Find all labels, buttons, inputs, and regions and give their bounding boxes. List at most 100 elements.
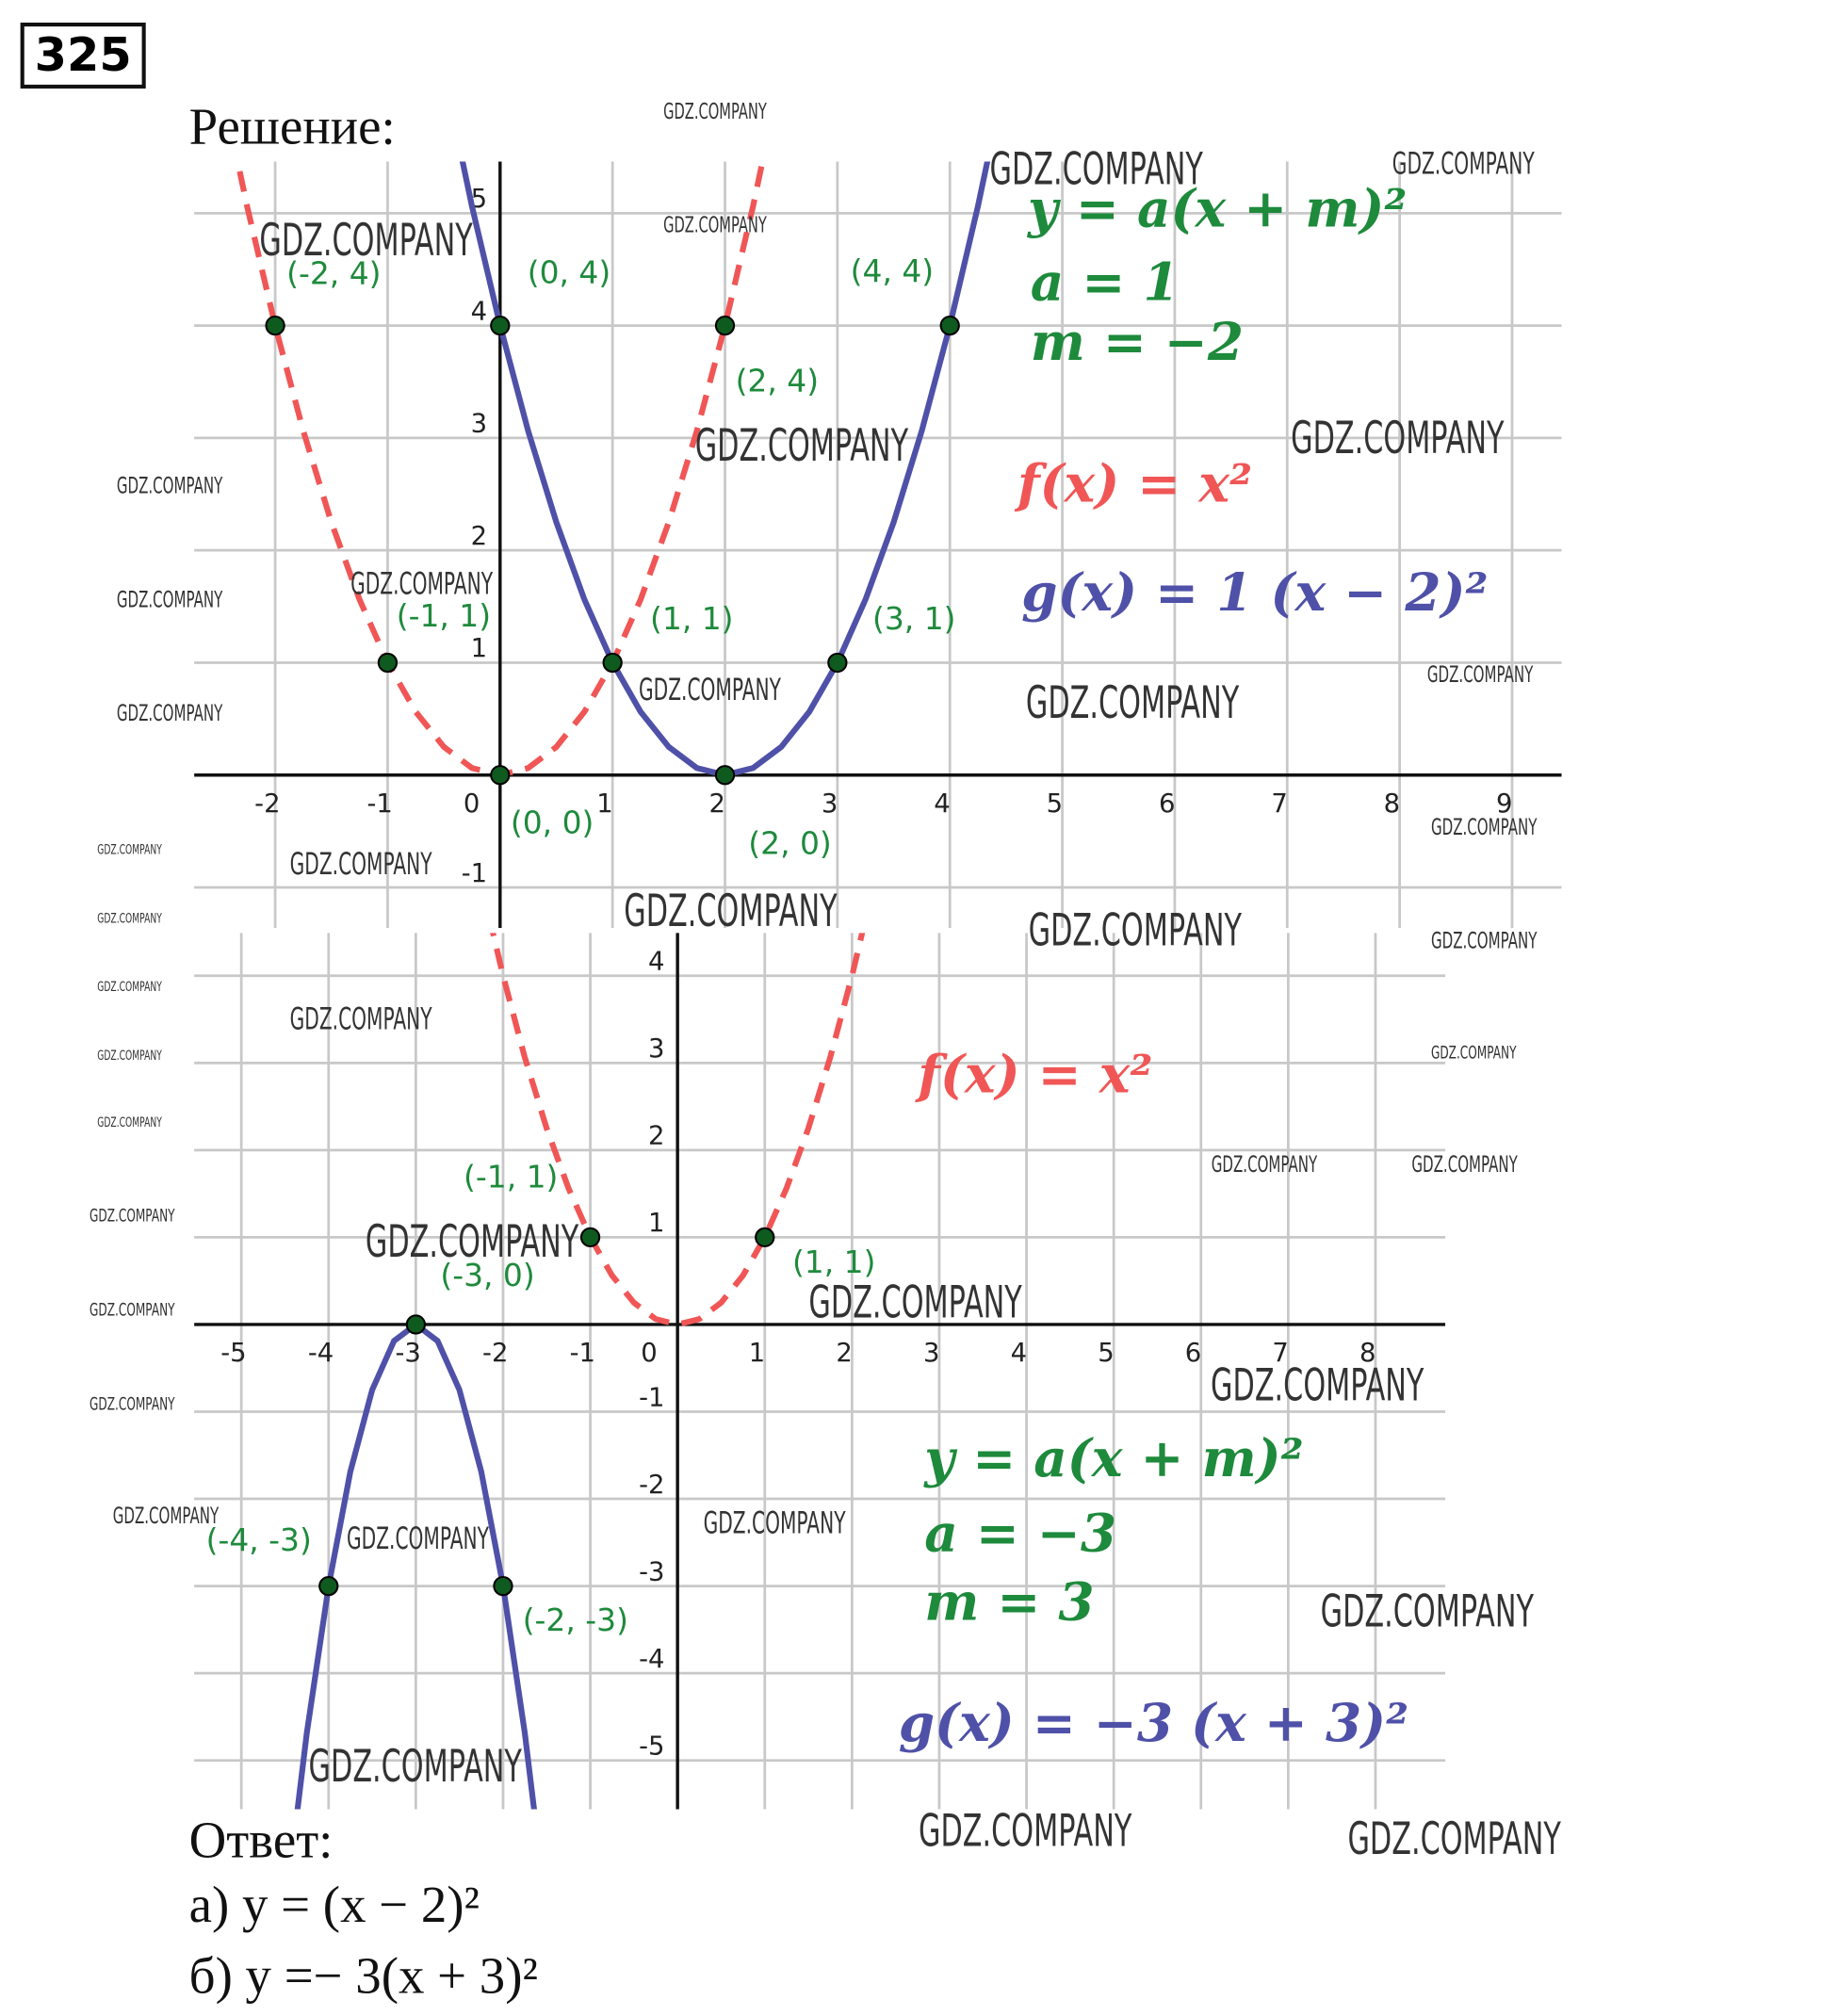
x-tick-label: -2 [254,789,280,819]
y-tick-label: 2 [471,522,487,551]
point [377,652,399,674]
point [827,652,848,674]
watermark: GDZ.COMPANY [350,567,493,601]
watermark: GDZ.COMPANY [117,700,223,726]
y-tick-label: -3 [639,1557,664,1586]
watermark: GDZ.COMPANY [259,215,473,267]
y-tick-label: -4 [639,1645,664,1674]
x-tick-label: 8 [1384,789,1400,819]
y-tick-label: 1 [648,1209,664,1238]
chart: -5 -4 -3 -2 -1 0 1 2 3 4 5 6 7 8 -5 -4 -3 -2 -1 1 2 3 4 (-1, 1)… [194,933,1446,1810]
watermark: GDZ.COMPANY [90,1300,175,1321]
point-label: (3, 1) [872,600,955,637]
watermark: GDZ.COMPANY [1431,928,1538,954]
y-tick-label: 1 [471,634,487,663]
formula: y = a(x + m)² [1026,177,1407,238]
watermark: GDZ.COMPANY [290,848,432,882]
answer-line: б) y =− 3(x + 3)² [189,1947,538,2005]
watermark: GDZ.COMPANY [97,843,162,858]
point-label: (-1, 1) [397,597,491,634]
y-tick-label: 3 [471,410,487,439]
x-tick-label: 5 [1098,1339,1114,1368]
watermark: GDZ.COMPANY [117,586,223,612]
point [714,315,736,336]
watermark: GDZ.COMPANY [290,1003,432,1037]
y-tick-label: 4 [648,948,664,977]
watermark: GDZ.COMPANY [639,674,781,707]
point-label: (4, 4) [851,252,934,289]
x-tick-label: 4 [934,789,950,819]
watermark: GDZ.COMPANY [624,886,838,937]
number-box [20,23,146,89]
point-label: (-3, 0) [440,1257,534,1293]
watermark: GDZ.COMPANY [90,1205,175,1226]
watermark: GDZ.COMPANY [1321,1585,1535,1637]
point [265,315,285,336]
watermark: GDZ.COMPANY [1211,1359,1424,1411]
x-tick-label: 8 [1359,1339,1375,1368]
point [405,1314,426,1335]
x-tick-label: 6 [1185,1339,1201,1368]
formula: m = 3 [924,1570,1094,1632]
formula: m = −2 [1031,311,1244,372]
point [755,1227,775,1248]
watermark: GDZ.COMPANY [1026,677,1240,729]
point-label: (-2, -3) [523,1601,628,1638]
point-label: (0, 4) [528,253,610,290]
watermark: GDZ.COMPANY [1029,904,1243,956]
y-tick-label: 3 [648,1034,664,1064]
formula: a = 1 [1031,252,1180,313]
watermark: GDZ.COMPANY [1431,814,1538,840]
watermark: GDZ.COMPANY [1427,661,1534,688]
formula: f(x) = x² [1014,453,1252,514]
x-tick-label: -4 [308,1339,334,1368]
solution-label: Решение: [189,98,396,155]
watermark: GDZ.COMPANY [989,143,1203,195]
point [579,1227,601,1248]
y-tick-label: -1 [639,1383,664,1412]
watermark: GDZ.COMPANY [113,1503,220,1529]
watermark: GDZ.COMPANY [97,911,162,926]
y-tick-label: 4 [471,297,487,326]
watermark: GDZ.COMPANY [808,1277,1022,1329]
problem-number: 325 [35,27,132,82]
watermark: GDZ.COMPANY [1431,1043,1517,1064]
watermark: GDZ.COMPANY [366,1216,579,1268]
point [493,1575,513,1597]
x-tick-label: 2 [709,789,725,819]
watermark: GDZ.COMPANY [347,1522,489,1556]
x-tick-label: 5 [1047,789,1063,819]
point [602,652,623,674]
watermark: GDZ.COMPANY [695,420,909,472]
point-label: (2, 0) [748,825,831,862]
point [490,315,511,336]
answer-line: а) y = (x − 2)² [189,1876,480,1933]
watermark: GDZ.COMPANY [1212,1151,1318,1178]
watermark: GDZ.COMPANY [919,1806,1132,1858]
formula: g(x) = −3 (x + 3)² [899,1692,1408,1753]
point-label: (2, 4) [736,363,819,399]
x-tick-label: -1 [367,789,393,819]
formula: g(x) = 1 (x − 2)² [1021,561,1488,623]
watermark: GDZ.COMPANY [117,473,223,499]
x-tick-label: -1 [570,1339,595,1368]
watermark: GDZ.COMPANY [704,1507,846,1541]
watermark: GDZ.COMPANY [90,1394,175,1415]
x-tick-label: 7 [1272,1339,1288,1368]
x-tick-label: 6 [1159,789,1175,819]
watermark: GDZ.COMPANY [1411,1151,1518,1178]
x-tick-label: -2 [482,1339,508,1368]
watermark: GDZ.COMPANY [663,100,767,124]
formula: f(x) = x² [914,1044,1152,1105]
point-label: (-4, -3) [206,1521,312,1558]
x-tick-label: 4 [1011,1339,1027,1368]
x-tick-label: 1 [749,1339,765,1368]
x-tick-label: 0 [641,1339,657,1368]
formula: a = −3 [924,1503,1116,1564]
watermark: GDZ.COMPANY [97,980,162,995]
point-label: (-2, 4) [286,255,381,292]
curve [490,933,866,1328]
